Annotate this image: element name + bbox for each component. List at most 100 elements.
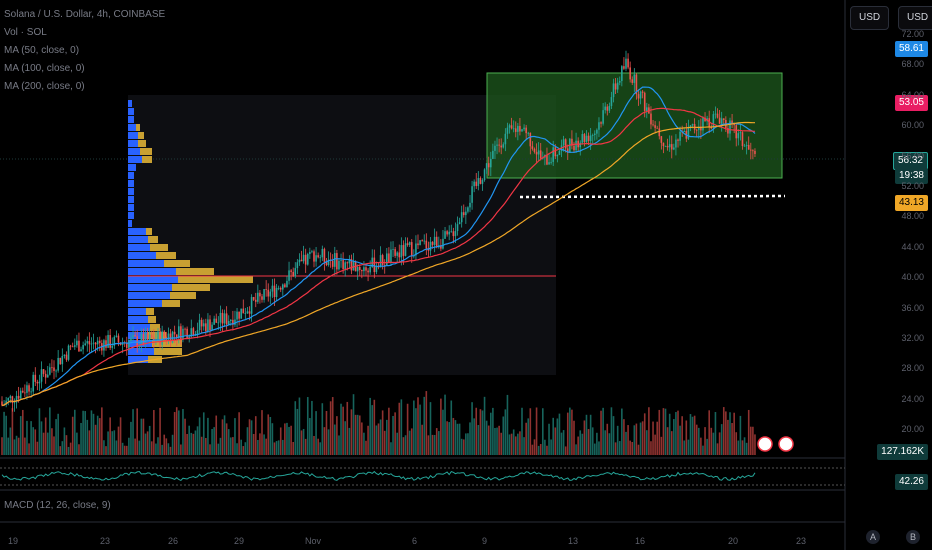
volume-bar — [498, 425, 500, 455]
volume-profile-bar — [170, 292, 196, 299]
volume-bar — [485, 420, 488, 455]
candle-body — [465, 211, 467, 216]
volume-bar — [331, 397, 334, 455]
volume-profile-bar — [128, 164, 136, 171]
price-axis-label: 20.00 — [901, 424, 924, 435]
candle-body — [232, 319, 234, 325]
volume-bar — [722, 407, 725, 455]
candle-body — [51, 367, 53, 369]
volume-bar — [198, 417, 201, 455]
volume-profile-bar — [128, 300, 162, 307]
candle-body — [743, 145, 746, 147]
candle-body — [750, 149, 752, 151]
bar-countdown: 19:38 — [894, 168, 928, 184]
ma200-indicator-label[interactable]: MA (200, close, 0) — [4, 81, 85, 92]
candle-body — [356, 266, 359, 272]
candle-body — [410, 242, 413, 257]
volume-bar — [248, 419, 251, 455]
volume-bar — [743, 437, 746, 455]
currency-button-1[interactable]: USD — [850, 6, 890, 30]
volume-bar — [596, 432, 598, 455]
volume-bar — [44, 417, 47, 455]
volume-bar — [608, 433, 611, 455]
symbol-title[interactable]: Solana / U.S. Dollar, 4h, COINBASE — [4, 9, 166, 20]
candle-body — [215, 318, 218, 323]
candle-body — [22, 390, 24, 393]
candle-body — [739, 132, 742, 134]
volume-bar — [130, 421, 132, 455]
ma100-line — [1, 107, 756, 406]
macd-indicator-label[interactable]: MACD (12, 26, close, 9) — [4, 500, 111, 511]
volume-bar — [334, 424, 336, 455]
volume-profile-bar — [136, 124, 140, 131]
volume-bar — [26, 420, 28, 455]
volume-bar — [30, 421, 32, 455]
volume-bar — [263, 434, 265, 455]
volume-bar — [627, 425, 629, 455]
candle-body — [625, 58, 627, 69]
volume-bar — [119, 417, 122, 455]
volume-bar — [637, 444, 640, 455]
candle-body — [754, 150, 756, 154]
volume-bar — [662, 408, 665, 455]
volume-bar — [552, 417, 554, 455]
candle-body — [687, 126, 690, 139]
candle-body — [552, 147, 554, 162]
candle-body — [487, 163, 490, 168]
ma100-indicator-label[interactable]: MA (100, close, 0) — [4, 63, 85, 74]
price-axis-label: 60.00 — [901, 120, 924, 131]
volume-bar — [604, 430, 606, 455]
volume-bar — [600, 410, 602, 455]
candle-body — [435, 236, 438, 248]
volume-profile-bar — [150, 324, 160, 331]
candle-body — [623, 66, 625, 69]
volume-profile-bar — [128, 236, 148, 243]
candle-body — [733, 123, 735, 126]
volume-profile-bar — [128, 268, 176, 275]
volume-bar — [702, 445, 704, 455]
volume-bar — [446, 421, 448, 455]
volume-bar — [365, 440, 367, 455]
volume-bar — [134, 438, 136, 455]
volume-value-tag: 127.162K — [877, 444, 928, 460]
candle-body — [1, 401, 3, 406]
volume-bar — [184, 418, 186, 455]
volume-bar — [67, 446, 70, 455]
volume-bar — [512, 429, 515, 455]
candle-body — [284, 284, 286, 288]
candle-body — [525, 127, 527, 134]
volume-bar — [80, 422, 82, 455]
candle-body — [140, 333, 143, 345]
volume-bar — [242, 446, 245, 455]
volume-bar — [423, 396, 426, 455]
ma50-line — [1, 86, 756, 406]
settings-button-b[interactable]: B — [906, 530, 920, 544]
volume-bar — [153, 410, 155, 455]
candle-body — [288, 270, 290, 281]
auto-scale-button[interactable]: A — [866, 530, 880, 544]
volume-bar — [367, 425, 369, 455]
candle-body — [211, 324, 213, 331]
volume-indicator-label[interactable]: Vol · SOL — [4, 27, 47, 38]
volume-bar — [652, 421, 654, 455]
event-flag-icon — [778, 436, 794, 452]
volume-bar — [650, 441, 652, 455]
candle-body — [227, 321, 230, 325]
volume-bar — [402, 437, 405, 455]
volume-bar — [155, 443, 157, 455]
candle-body — [348, 259, 351, 264]
volume-bar — [290, 425, 292, 455]
candle-body — [334, 253, 336, 267]
ma50-indicator-label[interactable]: MA (50, close, 0) — [4, 45, 80, 56]
candle-body — [61, 355, 64, 365]
volume-bar — [138, 440, 141, 455]
currency-button-2[interactable]: USD — [898, 6, 932, 30]
volume-bar — [269, 416, 272, 455]
volume-profile-bar — [128, 116, 134, 123]
candle-body — [594, 133, 596, 136]
candle-body — [265, 289, 267, 290]
volume-bar — [302, 428, 305, 455]
volume-bar — [57, 413, 59, 455]
volume-bar — [34, 429, 37, 455]
